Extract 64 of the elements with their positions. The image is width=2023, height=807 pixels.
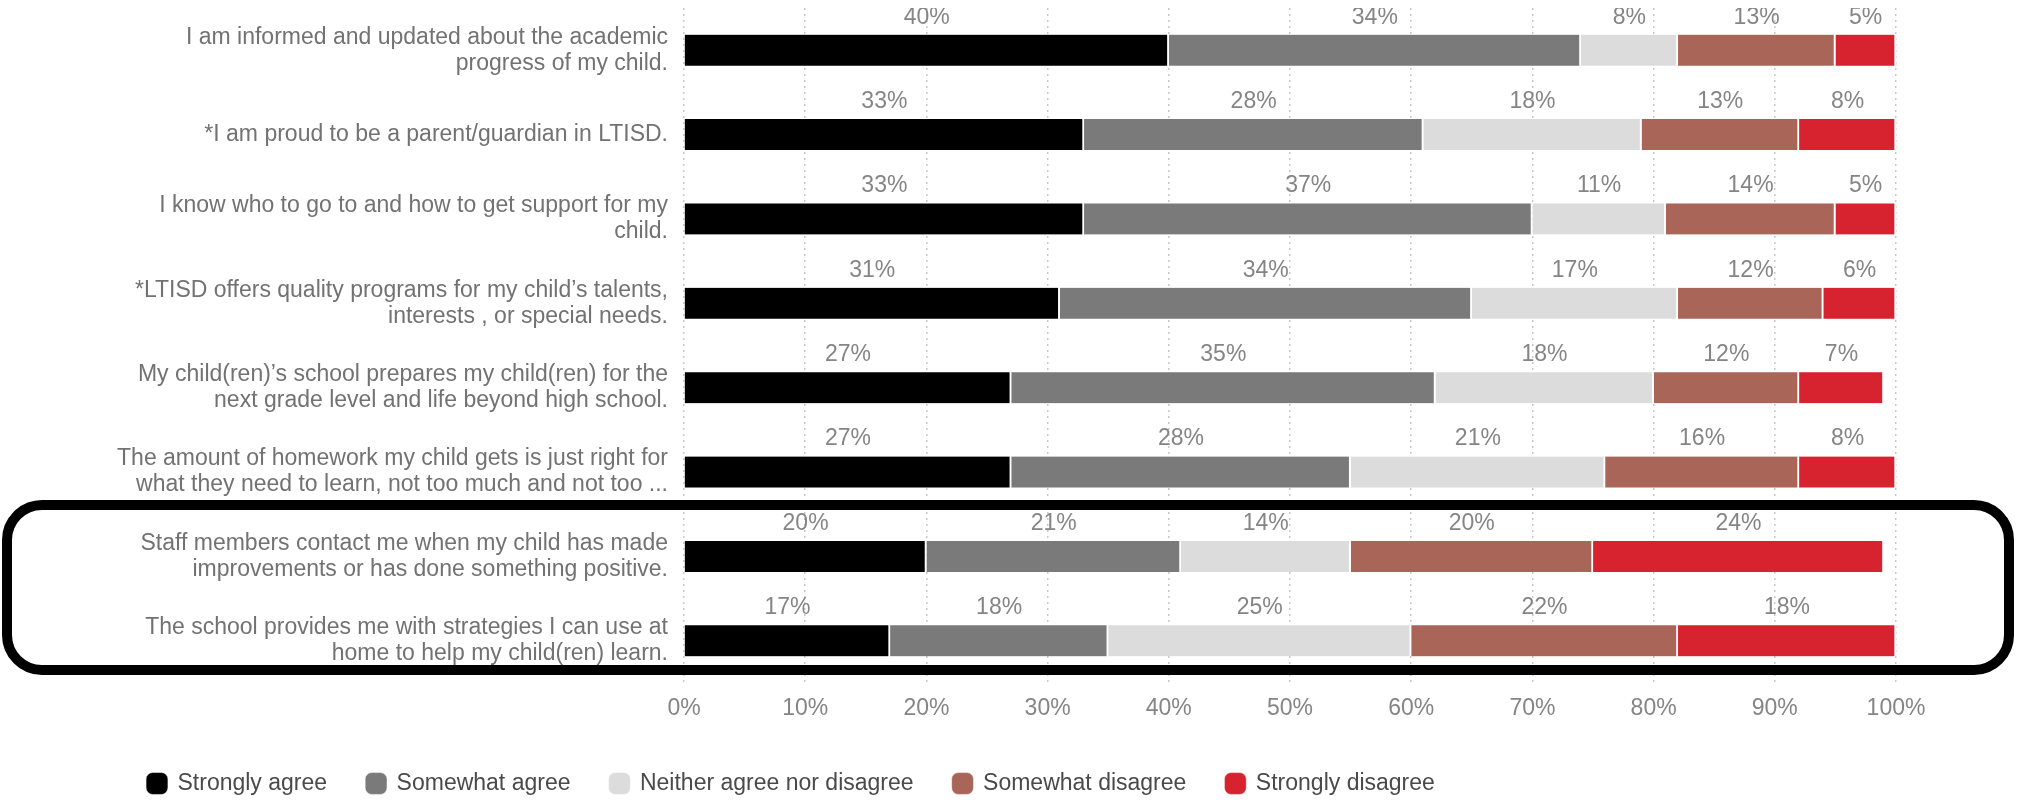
x-tick-label: 70% — [1509, 694, 1556, 721]
x-tick-label: 0% — [667, 694, 701, 721]
data-label: 17% — [1551, 255, 1598, 282]
data-label: 25% — [1236, 593, 1283, 620]
legend-label: Strongly agree — [177, 768, 328, 795]
data-label: 5% — [1849, 2, 1883, 29]
legend-label: Somewhat agree — [396, 768, 571, 795]
y-tick-label: My child(ren)’s school prepares my child(ren) for the next grade level and life beyond high school. — [137, 360, 668, 413]
data-label: 17% — [764, 593, 811, 620]
data-label: 18% — [1509, 86, 1556, 113]
data-label: 34% — [1242, 255, 1289, 282]
data-label: 13% — [1697, 86, 1744, 113]
data-label: 33% — [861, 86, 908, 113]
data-label: 35% — [1200, 340, 1247, 367]
y-tick-label: I am informed and updated about the academic progress of my child. — [185, 22, 668, 75]
data-label: 6% — [1843, 255, 1877, 282]
data-label: 20% — [1448, 508, 1495, 535]
data-label: 37% — [1285, 171, 1332, 198]
y-tick-label: *LTISD offers quality programs for my child’s talents, interests , or special needs. — [134, 275, 668, 328]
x-tick-label: 50% — [1266, 694, 1314, 721]
data-label: 7% — [1824, 340, 1859, 367]
data-label: 33% — [861, 171, 908, 198]
y-tick-label: I know who to go to and how to get support for my child. — [159, 191, 669, 244]
data-label: 28% — [1230, 86, 1277, 113]
data-label: 11% — [1576, 171, 1622, 198]
data-label: 8% — [1830, 424, 1865, 451]
x-tick-label: 10% — [782, 694, 829, 721]
data-label: 12% — [1727, 255, 1774, 282]
data-label: 8% — [1830, 86, 1865, 113]
data-label: 8% — [1612, 2, 1646, 29]
data-label: 27% — [824, 340, 872, 367]
x-tick-label: 100% — [1866, 694, 1926, 721]
data-label: 18% — [976, 593, 1023, 620]
legend-label: Neither agree nor disagree — [639, 768, 914, 795]
legend-label: Strongly disagree — [1255, 768, 1435, 795]
y-tick-label: Staff members contact me when my child has made improvements or has done something positive. — [140, 528, 668, 581]
data-label: 22% — [1521, 593, 1568, 620]
data-label: 13% — [1733, 2, 1780, 29]
data-label: 18% — [1763, 593, 1810, 620]
y-tick-label: The school provides me with strategies I can use at home to help my child(ren) learn. — [145, 613, 669, 666]
data-label: 14% — [1242, 508, 1289, 535]
data-label: 5% — [1849, 171, 1883, 198]
data-label: 18% — [1521, 340, 1568, 367]
data-label: 14% — [1727, 171, 1774, 198]
x-tick-label: 40% — [1145, 694, 1192, 721]
data-label: 21% — [1454, 424, 1501, 451]
y-tick-label: The amount of homework my child gets is just right for what they need to learn, not too much and not too ... — [117, 444, 669, 497]
x-tick-label: 80% — [1630, 694, 1677, 721]
data-label: 12% — [1703, 340, 1750, 367]
data-label: 20% — [782, 508, 829, 535]
data-label: 28% — [1157, 424, 1204, 451]
x-tick-label: 30% — [1024, 694, 1071, 721]
data-label: 16% — [1679, 424, 1726, 451]
data-label: 34% — [1351, 2, 1398, 29]
y-tick-label: *I am proud to be a parent/guardian in LTISD. — [204, 119, 668, 146]
data-label: 24% — [1715, 508, 1762, 535]
x-tick-label: 90% — [1751, 694, 1798, 721]
data-label: 40% — [903, 2, 950, 29]
legend-label: Somewhat disagree — [983, 768, 1187, 795]
x-tick-label: 20% — [903, 694, 950, 721]
data-label: 31% — [849, 255, 896, 282]
data-label: 21% — [1030, 508, 1077, 535]
data-label: 27% — [824, 424, 872, 451]
x-tick-label: 60% — [1388, 694, 1435, 721]
